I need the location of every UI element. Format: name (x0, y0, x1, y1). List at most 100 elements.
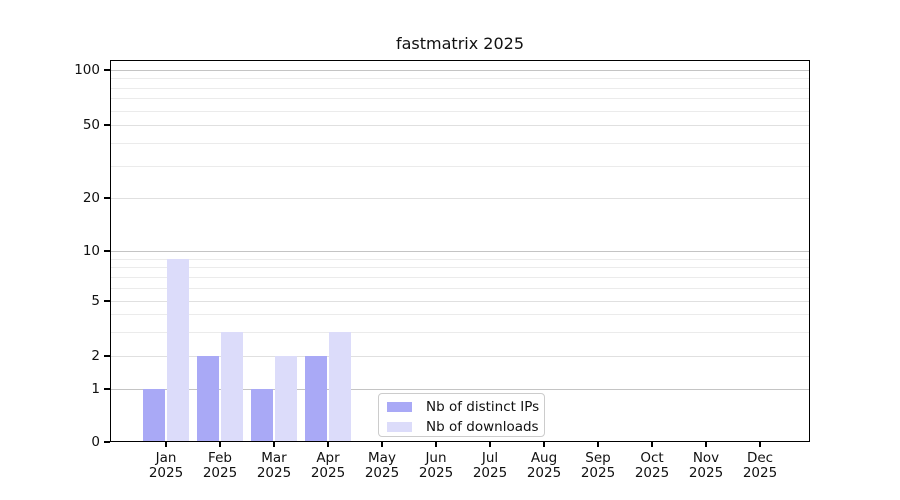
gridline-minor-4 (110, 314, 810, 316)
x-tick-label-jan: Jan 2025 (139, 451, 193, 481)
x-tick-label-aug: Aug 2025 (517, 451, 571, 481)
bar-nb-of-distinct-ips-jan (143, 389, 165, 442)
gridline-1 (110, 389, 810, 390)
gridline-2 (110, 356, 810, 357)
x-tick-mark-jul (489, 442, 491, 447)
month-label: Jun (425, 450, 447, 466)
x-tick-mark-jun (435, 442, 437, 447)
x-tick-label-apr: Apr 2025 (301, 451, 355, 481)
year-label: 2025 (472, 465, 508, 481)
gridline-minor-60 (110, 110, 810, 112)
bar-nb-of-downloads-mar (275, 356, 297, 442)
year-label: 2025 (634, 465, 670, 481)
gridline-minor-9 (110, 258, 810, 260)
x-tick-mark-feb (219, 442, 221, 447)
gridline-100 (110, 70, 810, 71)
y-tick-label-1: 1 (91, 381, 100, 397)
y-tick-mark-5 (104, 300, 110, 302)
gridline-50 (110, 125, 810, 126)
year-label: 2025 (418, 465, 454, 481)
bar-nb-of-distinct-ips-mar (251, 389, 273, 442)
month-label: Mar (261, 450, 287, 466)
gridline-minor-70 (110, 98, 810, 100)
gridline-minor-40 (110, 142, 810, 144)
x-tick-mark-dec (759, 442, 761, 447)
month-label: Sep (585, 450, 611, 466)
legend-item-downloads: Nb of downloads (387, 417, 539, 437)
y-tick-mark-10 (104, 250, 110, 252)
x-tick-label-sep: Sep 2025 (571, 451, 625, 481)
y-tick-mark-20 (104, 197, 110, 199)
month-label: Aug (530, 450, 558, 466)
gridline-20 (110, 198, 810, 199)
x-tick-mark-aug (543, 442, 545, 447)
y-tick-mark-2 (104, 355, 110, 357)
month-label: Dec (746, 450, 774, 466)
legend-label-downloads: Nb of downloads (426, 419, 539, 435)
y-tick-label-5: 5 (91, 293, 100, 309)
legend: Nb of distinct IPs Nb of downloads (378, 393, 545, 437)
month-label: Feb (208, 450, 232, 466)
x-tick-mark-oct (651, 442, 653, 447)
gridline-minor-90 (110, 78, 810, 80)
y-tick-mark-50 (104, 124, 110, 126)
bar-nb-of-downloads-feb (221, 331, 243, 442)
plot-area (110, 60, 810, 442)
x-tick-label-dec: Dec 2025 (733, 451, 787, 481)
bar-nb-of-distinct-ips-apr (305, 356, 327, 442)
x-tick-mark-jan (165, 442, 167, 447)
y-tick-label-20: 20 (82, 190, 100, 206)
year-label: 2025 (688, 465, 724, 481)
gridline-minor-7 (110, 276, 810, 278)
gridline-5 (110, 301, 810, 302)
month-label: Apr (316, 450, 340, 466)
gridline-minor-30 (110, 165, 810, 167)
gridline-minor-8 (110, 267, 810, 269)
year-label: 2025 (526, 465, 562, 481)
gridline-10 (110, 251, 810, 252)
month-label: Jan (155, 450, 177, 466)
x-tick-mark-sep (597, 442, 599, 447)
year-label: 2025 (148, 465, 184, 481)
y-tick-label-100: 100 (74, 62, 100, 78)
gridline-minor-3 (110, 331, 810, 333)
y-tick-mark-100 (104, 69, 110, 71)
y-tick-label-10: 10 (82, 243, 100, 259)
year-label: 2025 (256, 465, 292, 481)
y-tick-mark-1 (104, 388, 110, 390)
gridline-minor-80 (110, 87, 810, 89)
bar-nb-of-distinct-ips-feb (197, 356, 219, 442)
month-label: Oct (640, 450, 664, 466)
x-tick-label-nov: Nov 2025 (679, 451, 733, 481)
x-tick-label-jun: Jun 2025 (409, 451, 463, 481)
bar-nb-of-downloads-apr (329, 331, 351, 442)
year-label: 2025 (580, 465, 616, 481)
gridline-minor-6 (110, 287, 810, 289)
month-label: Jul (481, 450, 499, 466)
legend-swatch-downloads (387, 422, 412, 432)
month-label: Nov (692, 450, 720, 466)
chart-title: fastmatrix 2025 (395, 34, 524, 53)
x-tick-mark-apr (327, 442, 329, 447)
legend-label-distinct-ips: Nb of distinct IPs (426, 399, 540, 415)
x-tick-label-jul: Jul 2025 (463, 451, 517, 481)
year-label: 2025 (364, 465, 400, 481)
x-tick-mark-may (381, 442, 383, 447)
year-label: 2025 (310, 465, 346, 481)
x-tick-mark-mar (273, 442, 275, 447)
y-tick-label-2: 2 (91, 348, 100, 364)
legend-swatch-distinct-ips (387, 402, 412, 412)
y-tick-label-50: 50 (82, 117, 100, 133)
x-tick-label-mar: Mar 2025 (247, 451, 301, 481)
x-tick-label-may: May 2025 (355, 451, 409, 481)
x-tick-label-feb: Feb 2025 (193, 451, 247, 481)
legend-item-distinct-ips: Nb of distinct IPs (387, 397, 540, 417)
year-label: 2025 (202, 465, 238, 481)
y-tick-label-0: 0 (91, 434, 100, 450)
x-tick-label-oct: Oct 2025 (625, 451, 679, 481)
x-tick-mark-nov (705, 442, 707, 447)
month-label: May (368, 450, 396, 466)
y-tick-mark-0 (104, 441, 110, 443)
year-label: 2025 (742, 465, 778, 481)
